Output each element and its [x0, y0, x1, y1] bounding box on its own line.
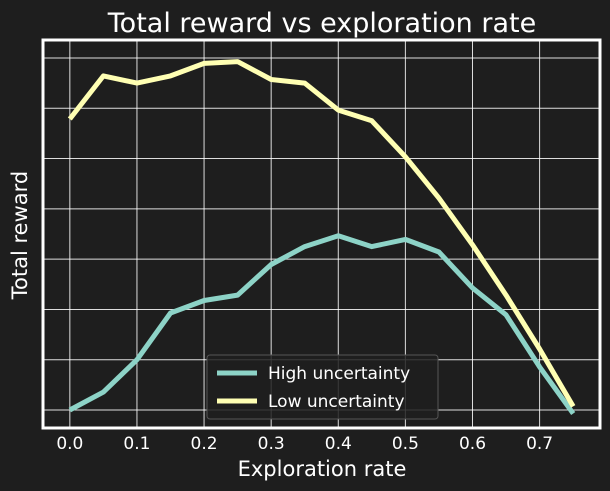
legend-box — [206, 354, 439, 420]
x-tick-labels: 0.0 0.1 0.2 0.3 0.4 0.5 0.6 0.7 — [56, 434, 553, 454]
plot-frame — [41, 38, 602, 430]
x-tick-label: 0.0 — [56, 434, 83, 454]
x-tick-label: 0.1 — [123, 434, 150, 454]
x-tick-label: 0.3 — [258, 434, 285, 454]
series-line-low-uncertainty — [67, 59, 576, 408]
x-tick-label: 0.5 — [392, 434, 419, 454]
x-tick-label: 0.7 — [526, 434, 553, 454]
legend: High uncertainty Low uncertainty — [206, 354, 439, 420]
legend-label-low-uncertainty: Low uncertainty — [268, 392, 405, 412]
legend-label-high-uncertainty: High uncertainty — [268, 364, 410, 384]
chart-title: Total reward vs exploration rate — [107, 8, 536, 39]
y-axis-label: Total reward — [8, 171, 32, 300]
x-tick-label: 0.2 — [191, 434, 218, 454]
series-line-high-uncertainty — [68, 233, 576, 416]
x-tick-label: 0.6 — [459, 434, 486, 454]
series-lines — [67, 59, 576, 416]
x-axis-label: Exploration rate — [238, 457, 407, 481]
x-tick-label: 0.4 — [325, 434, 352, 454]
